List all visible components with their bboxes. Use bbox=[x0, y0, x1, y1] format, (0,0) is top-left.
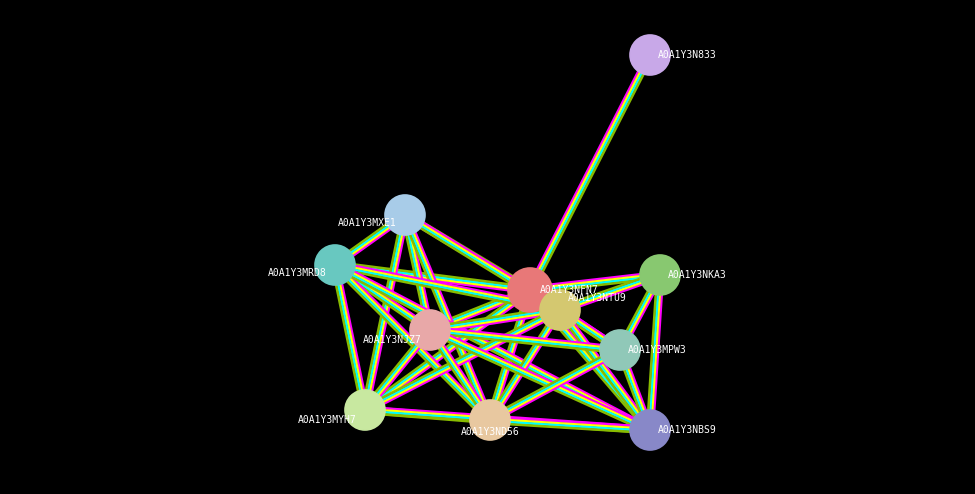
Text: A0A1Y3MYH7: A0A1Y3MYH7 bbox=[298, 415, 357, 425]
Text: A0A1Y3MPW3: A0A1Y3MPW3 bbox=[628, 345, 686, 355]
Text: A0A1Y3N833: A0A1Y3N833 bbox=[658, 50, 717, 60]
Ellipse shape bbox=[315, 245, 355, 285]
Ellipse shape bbox=[385, 195, 425, 235]
Ellipse shape bbox=[410, 310, 450, 350]
Ellipse shape bbox=[630, 410, 670, 450]
Ellipse shape bbox=[630, 35, 670, 75]
Text: A0A1Y3NBS9: A0A1Y3NBS9 bbox=[658, 425, 717, 435]
Ellipse shape bbox=[640, 255, 680, 295]
Text: A0A1Y3NFN7: A0A1Y3NFN7 bbox=[540, 285, 599, 295]
Ellipse shape bbox=[540, 290, 580, 330]
Text: A0A1Y3NJZ7: A0A1Y3NJZ7 bbox=[364, 335, 422, 345]
Text: A0A1Y3ND56: A0A1Y3ND56 bbox=[460, 427, 520, 437]
Text: A0A1Y3NTU9: A0A1Y3NTU9 bbox=[568, 293, 627, 303]
Ellipse shape bbox=[470, 400, 510, 440]
Ellipse shape bbox=[345, 390, 385, 430]
Text: A0A1Y3MRD8: A0A1Y3MRD8 bbox=[268, 268, 327, 278]
Text: A0A1Y3MXE1: A0A1Y3MXE1 bbox=[338, 218, 397, 228]
Text: A0A1Y3NKA3: A0A1Y3NKA3 bbox=[668, 270, 726, 280]
Ellipse shape bbox=[600, 330, 640, 370]
Ellipse shape bbox=[508, 268, 552, 312]
